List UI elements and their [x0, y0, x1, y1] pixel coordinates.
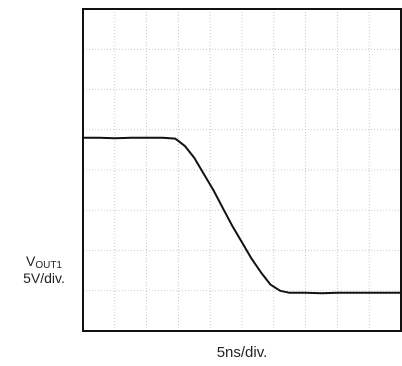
- y-axis-signal-label: VOUT1: [4, 253, 84, 274]
- grid-lines: [83, 9, 401, 331]
- signal-subscript: OUT1: [35, 260, 62, 271]
- plot-frame: [82, 8, 402, 332]
- trace-layer: [83, 136, 401, 295]
- x-axis-scale-label: 5ns/div.: [216, 344, 268, 361]
- vout1-trace: [83, 136, 401, 295]
- y-axis-scale-label: 5V/div.: [23, 270, 65, 286]
- signal-name: V: [25, 253, 36, 269]
